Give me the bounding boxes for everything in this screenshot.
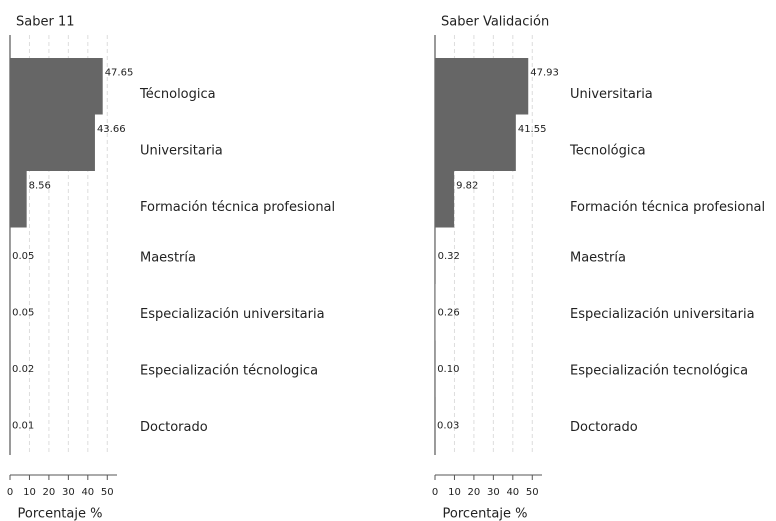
category-label: Maestría [570, 250, 626, 265]
category-label: Doctorado [570, 420, 638, 435]
value-label: 0.02 [12, 364, 34, 375]
x-tick-label: 0 [432, 487, 438, 498]
value-label: 0.03 [437, 420, 459, 431]
value-label: 0.26 [438, 307, 460, 318]
bar [435, 114, 516, 171]
x-tick-label: 50 [101, 487, 114, 498]
category-label: Especialización universitaria [570, 307, 755, 322]
value-label: 0.05 [12, 251, 34, 262]
bar [435, 58, 529, 115]
category-label: Tecnológica [569, 143, 646, 158]
bar [10, 58, 103, 115]
x-tick-label: 10 [23, 487, 36, 498]
x-tick-label: 50 [526, 487, 539, 498]
value-label: 0.05 [12, 307, 34, 318]
value-label: 0.01 [12, 420, 34, 431]
value-label: 43.66 [97, 124, 126, 135]
x-axis-label: Porcentaje % [18, 507, 103, 521]
value-label: 41.55 [518, 124, 547, 135]
chart-title: Saber Validación [441, 15, 549, 30]
category-label: Formación técnica profesional [140, 200, 335, 215]
x-axis-label: Porcentaje % [443, 507, 528, 521]
bar [10, 114, 95, 171]
x-tick-label: 10 [448, 487, 461, 498]
value-label: 8.56 [29, 180, 51, 191]
bar [435, 227, 436, 284]
category-label: Especialización técnologica [140, 363, 318, 378]
chart-title: Saber 11 [16, 15, 75, 30]
category-label: Especialización universitaria [140, 307, 325, 322]
category-label: Maestría [140, 250, 196, 265]
category-label: Universitaria [570, 87, 653, 102]
category-label: Universitaria [140, 143, 223, 158]
category-label: Especialización tecnológica [570, 363, 748, 378]
category-label: Formación técnica profesional [570, 200, 765, 215]
value-label: 47.65 [105, 67, 134, 78]
bar [435, 171, 455, 228]
x-tick-label: 30 [62, 487, 75, 498]
x-tick-label: 40 [81, 487, 94, 498]
x-tick-label: 0 [7, 487, 13, 498]
category-label: Doctorado [140, 420, 208, 435]
bar [435, 284, 436, 341]
bar [10, 171, 27, 228]
value-label: 0.32 [438, 251, 460, 262]
value-label: 9.82 [456, 180, 478, 191]
x-tick-label: 20 [468, 487, 481, 498]
x-tick-label: 40 [506, 487, 519, 498]
value-label: 0.10 [437, 364, 459, 375]
x-tick-label: 30 [487, 487, 500, 498]
value-label: 47.93 [530, 67, 559, 78]
x-tick-label: 20 [43, 487, 56, 498]
category-label: Técnologica [139, 87, 216, 102]
